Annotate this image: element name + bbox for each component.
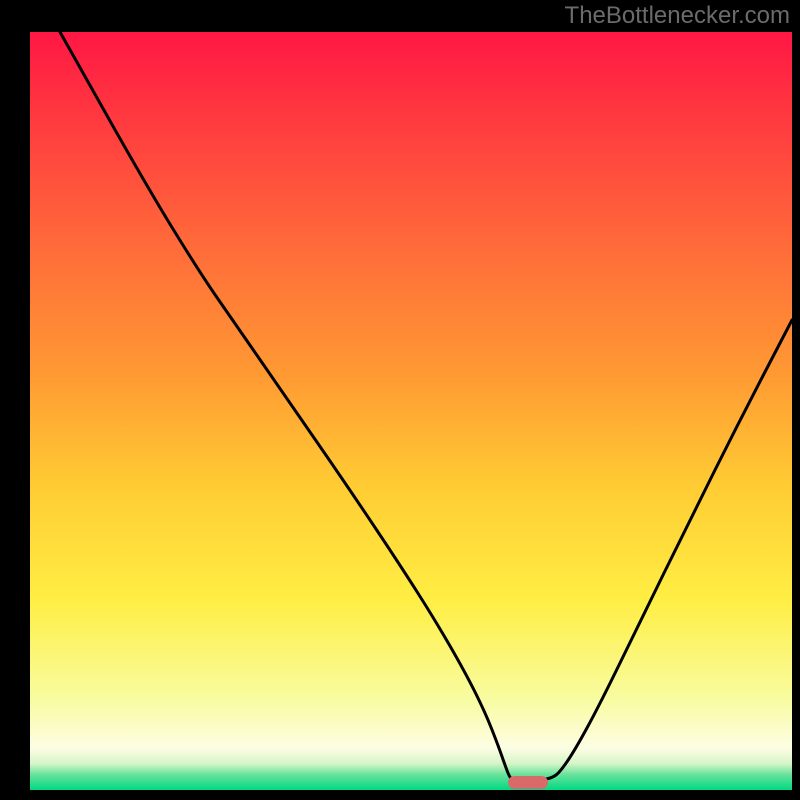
attribution-text: TheBottlenecker.com <box>565 2 790 30</box>
frame-right <box>792 0 800 800</box>
chart-container: TheBottlenecker.com <box>0 0 800 800</box>
gradient-background <box>30 32 792 790</box>
frame-bottom <box>0 790 800 800</box>
optimal-marker <box>508 776 548 789</box>
frame-left <box>0 0 30 800</box>
